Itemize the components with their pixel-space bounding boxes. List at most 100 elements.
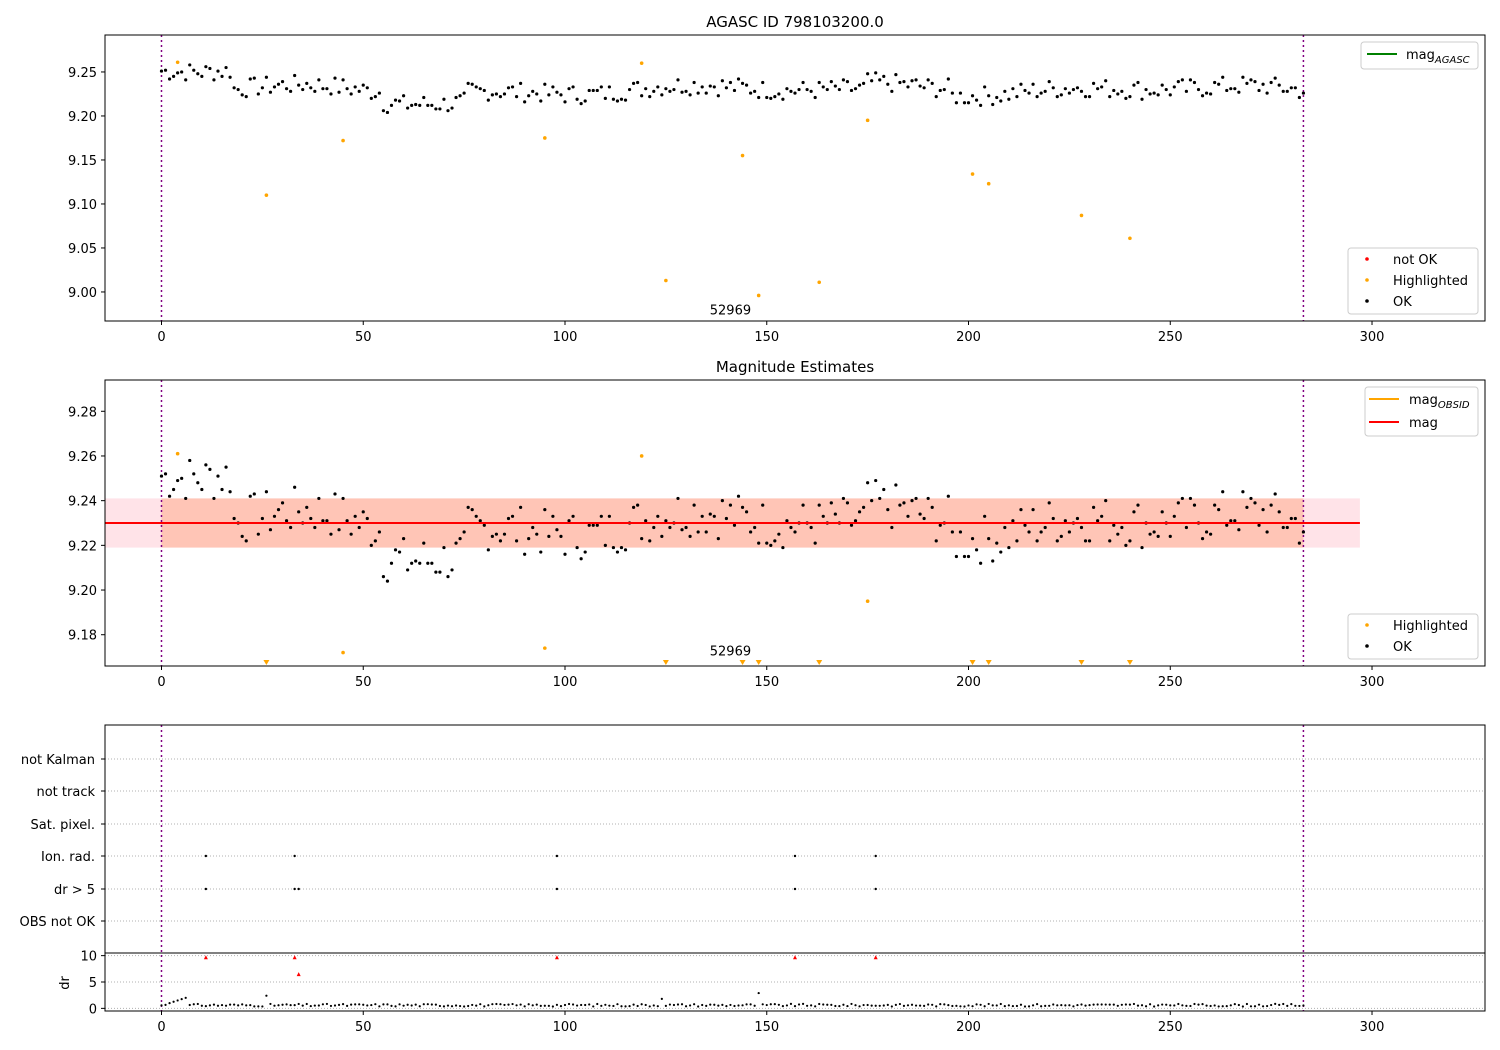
ok-point <box>454 541 458 545</box>
ok-point <box>369 96 373 100</box>
ok-point <box>652 89 656 93</box>
dr-point <box>1205 1004 1208 1007</box>
x-tick-label: 250 <box>1158 330 1183 345</box>
ok-point <box>256 92 260 96</box>
ok-point <box>1225 88 1229 93</box>
ok-point <box>1140 97 1144 101</box>
ok-point <box>563 100 567 104</box>
ok-point <box>410 561 414 565</box>
flag-row-label: OBS not OK <box>20 915 96 930</box>
ok-point <box>591 88 595 93</box>
dr-point <box>648 1005 651 1008</box>
dr-point <box>1036 1003 1039 1006</box>
flag-point <box>555 887 559 891</box>
highlighted-point <box>756 293 761 298</box>
ok-point <box>1176 80 1180 84</box>
ok-point <box>688 93 692 97</box>
x-tick-label: 300 <box>1360 1020 1385 1035</box>
ok-point <box>474 85 478 89</box>
flag-point <box>297 887 300 891</box>
ok-point <box>228 75 232 79</box>
ok-point <box>401 537 406 541</box>
ok-point <box>208 66 212 71</box>
flag-point <box>793 854 797 858</box>
dr-point <box>333 1004 337 1007</box>
x-tick-label: 100 <box>553 1020 578 1035</box>
ok-point <box>991 559 995 563</box>
dr-point <box>620 1005 623 1008</box>
dr-point <box>430 1003 433 1006</box>
legend-not-ok-label: not OK <box>1393 253 1438 268</box>
ok-point <box>1257 523 1261 527</box>
ok-point <box>1051 86 1055 90</box>
dr-point <box>321 1003 324 1006</box>
ok-point <box>652 525 656 530</box>
dr-point <box>265 994 268 997</box>
ok-point <box>498 539 503 543</box>
ok-point <box>954 554 959 559</box>
ok-point <box>442 97 446 101</box>
dr-point <box>479 1003 482 1006</box>
ok-point <box>716 537 720 541</box>
ok-point <box>1039 91 1043 95</box>
ok-point <box>426 561 430 565</box>
ok-point <box>999 550 1003 554</box>
dr-point <box>1201 1003 1204 1006</box>
ok-point <box>966 554 971 559</box>
panel-agasc-frame <box>104 34 1486 322</box>
ok-point <box>204 463 208 467</box>
ok-point <box>922 516 926 521</box>
ok-point <box>1301 91 1306 95</box>
dr-point <box>858 1005 861 1008</box>
ok-point <box>377 530 381 534</box>
ok-point <box>373 95 377 99</box>
ok-point <box>1293 86 1297 90</box>
dr-point <box>434 1003 437 1006</box>
dr-point <box>1015 1004 1019 1008</box>
panel-agasc-legend-lines: magAGASC <box>1360 41 1479 70</box>
dr-point <box>438 1004 442 1008</box>
dr-point <box>810 1004 813 1007</box>
ok-point <box>1075 86 1080 90</box>
dr-outlier-marker <box>203 955 208 960</box>
ok-point <box>305 505 309 509</box>
ok-point <box>849 88 854 93</box>
ok-point <box>817 503 821 507</box>
dr-outlier-marker <box>554 955 559 960</box>
ok-point <box>595 523 599 527</box>
ok-point <box>482 523 486 527</box>
dr-point <box>309 1004 312 1008</box>
ok-point <box>906 514 910 518</box>
ok-point <box>567 87 571 91</box>
ok-point <box>184 496 188 501</box>
ok-point <box>1031 507 1035 512</box>
ok-point <box>817 80 821 85</box>
dr-point <box>664 1004 667 1007</box>
ok-point <box>321 87 325 91</box>
dr-point <box>616 1003 619 1006</box>
highlighted-point <box>639 454 644 458</box>
flag-point <box>204 854 208 858</box>
ok-point <box>736 77 741 81</box>
ok-point <box>595 88 599 93</box>
dr-point <box>947 1004 950 1007</box>
ok-point <box>470 82 474 86</box>
ok-point <box>414 102 418 107</box>
highlighted-point <box>543 646 547 650</box>
dr-point <box>1185 1004 1188 1007</box>
ok-point <box>950 91 954 95</box>
ok-point <box>1128 539 1132 543</box>
ok-point <box>1140 545 1144 550</box>
ok-point <box>1027 530 1031 534</box>
dr-point <box>652 1004 655 1007</box>
dr-point <box>1056 1004 1059 1007</box>
ok-point <box>236 87 240 92</box>
panel-agasc-title: AGASC ID 798103200.0 <box>706 13 884 31</box>
ok-point <box>987 94 991 98</box>
dr-point <box>390 1004 393 1007</box>
dr-point <box>253 1005 256 1008</box>
ok-point <box>1265 91 1269 95</box>
ok-point <box>1176 501 1180 505</box>
dr-point <box>882 1004 885 1007</box>
dr-point <box>600 1004 603 1007</box>
